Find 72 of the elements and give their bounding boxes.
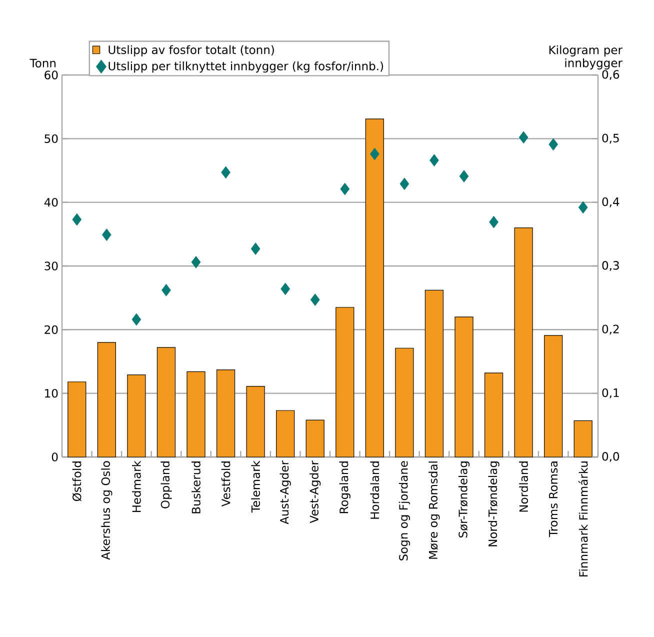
bar xyxy=(424,290,444,458)
x-tick-label: Finnmark Finnmárku xyxy=(578,462,588,576)
bar xyxy=(156,347,176,458)
x-tick-label: Møre og Romsdal xyxy=(428,462,440,559)
y2-tick-label: 0,0 xyxy=(602,452,620,462)
x-tick-label: Buskerud xyxy=(192,462,200,514)
point xyxy=(430,154,439,167)
bar xyxy=(544,335,563,458)
x-tick-label: Vestfold xyxy=(221,462,230,507)
x-tick-label: Troms Romsa xyxy=(549,462,558,537)
point xyxy=(578,201,588,214)
x-tick-label: Aust-Agder xyxy=(280,460,291,524)
x-tick-label: Hordaland xyxy=(370,462,380,519)
point xyxy=(489,216,498,228)
bar xyxy=(276,410,295,458)
bar xyxy=(186,371,206,458)
y2-tick-label: 0,5 xyxy=(602,134,619,144)
point xyxy=(370,148,380,160)
x-tick-label: Rogaland xyxy=(339,462,350,514)
bar xyxy=(68,382,86,458)
x-tick-label: Nordland xyxy=(519,462,528,512)
bar xyxy=(514,227,533,458)
point xyxy=(191,256,201,268)
point xyxy=(221,166,230,179)
x-tick-label: Oppland xyxy=(160,462,172,508)
y2-axis-title: Kilogram per innbygger xyxy=(549,45,622,70)
y-tick-label: 10 xyxy=(45,388,58,398)
point xyxy=(162,284,171,296)
x-tick-label: Nord-Trøndelag xyxy=(488,462,500,546)
x-tick-label: Vest-Agder xyxy=(310,460,321,524)
x-tick-label: Akershus og Oslo xyxy=(101,461,112,560)
x-tick-label: Sør-Trøndelag xyxy=(458,462,470,538)
y2-tick-label: 0,2 xyxy=(602,324,619,335)
y-tick-label: 40 xyxy=(44,198,58,207)
y-tick-label: 30 xyxy=(44,262,58,270)
point xyxy=(132,313,142,326)
legend-label: Utslipp per tilknyttet innbygger (kg fosfor/innb.) xyxy=(108,61,384,73)
bar xyxy=(97,342,116,458)
bar xyxy=(574,420,592,458)
point xyxy=(459,170,469,182)
point xyxy=(400,178,410,190)
y2-tick-label: 0,4 xyxy=(602,197,620,208)
bar xyxy=(216,369,236,458)
bar xyxy=(306,420,324,458)
legend-label: Utslipp av fosfor totalt (tonn) xyxy=(108,45,274,56)
y-tick-label: 60 xyxy=(44,70,58,80)
point xyxy=(340,182,350,196)
y-tick-label: 20 xyxy=(44,325,58,334)
x-tick-label: Sogn og Fjordane xyxy=(398,461,410,560)
point xyxy=(310,294,320,306)
bar xyxy=(336,307,354,458)
bar xyxy=(484,372,504,458)
x-tick-label: Østfold xyxy=(72,462,82,502)
y2-tick-label: 0,6 xyxy=(602,70,620,80)
bar xyxy=(454,316,474,458)
x-tick-label: Telemark xyxy=(251,460,260,513)
y2-tick-label: 0,3 xyxy=(602,261,619,271)
x-tick-label: Hedmark xyxy=(132,460,141,512)
bar xyxy=(395,348,414,458)
y-axis-title: Tonn xyxy=(30,58,56,68)
y-tick-label: 0 xyxy=(52,452,58,462)
point xyxy=(102,228,112,241)
point xyxy=(72,213,82,226)
point xyxy=(518,131,528,144)
point xyxy=(250,242,260,255)
bar xyxy=(246,386,265,458)
point xyxy=(548,138,558,151)
point xyxy=(280,282,290,296)
bar xyxy=(127,374,146,458)
y-tick-label: 50 xyxy=(44,134,58,144)
y2-tick-label: 0,1 xyxy=(602,388,619,398)
bar xyxy=(365,118,384,458)
